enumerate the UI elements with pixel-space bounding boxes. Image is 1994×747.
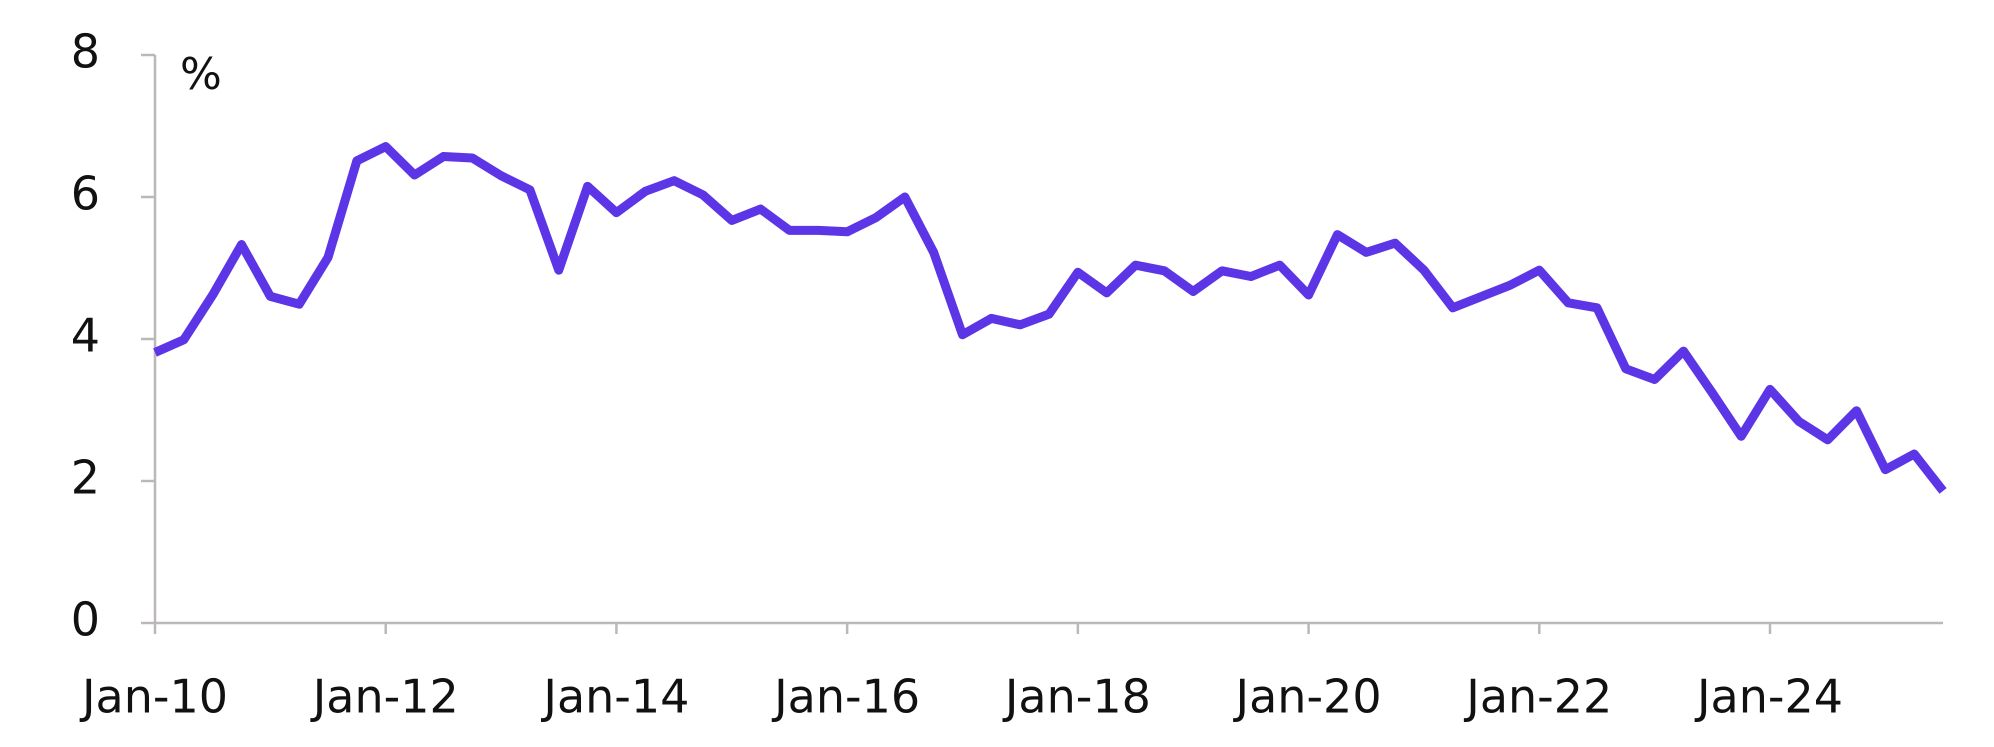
line-series xyxy=(153,142,1947,494)
x-tick-label: Jan-22 xyxy=(1463,670,1612,724)
y-tick-label: 0 xyxy=(71,593,100,647)
y-axis-unit: % xyxy=(180,49,222,100)
y-tick-label: 2 xyxy=(71,451,100,505)
x-tick-label: Jan-14 xyxy=(540,670,689,724)
y-tick-label: 6 xyxy=(71,167,100,221)
x-tick-label: Jan-10 xyxy=(79,670,228,724)
x-tick-label: Jan-18 xyxy=(1002,670,1151,724)
y-tick-label: 8 xyxy=(71,25,100,79)
x-tick-label: Jan-12 xyxy=(310,670,459,724)
y-tick-label: 4 xyxy=(71,309,100,363)
x-tick-label: Jan-20 xyxy=(1233,670,1382,724)
x-tick-label: Jan-24 xyxy=(1694,670,1843,724)
x-tick-label: Jan-16 xyxy=(771,670,920,724)
